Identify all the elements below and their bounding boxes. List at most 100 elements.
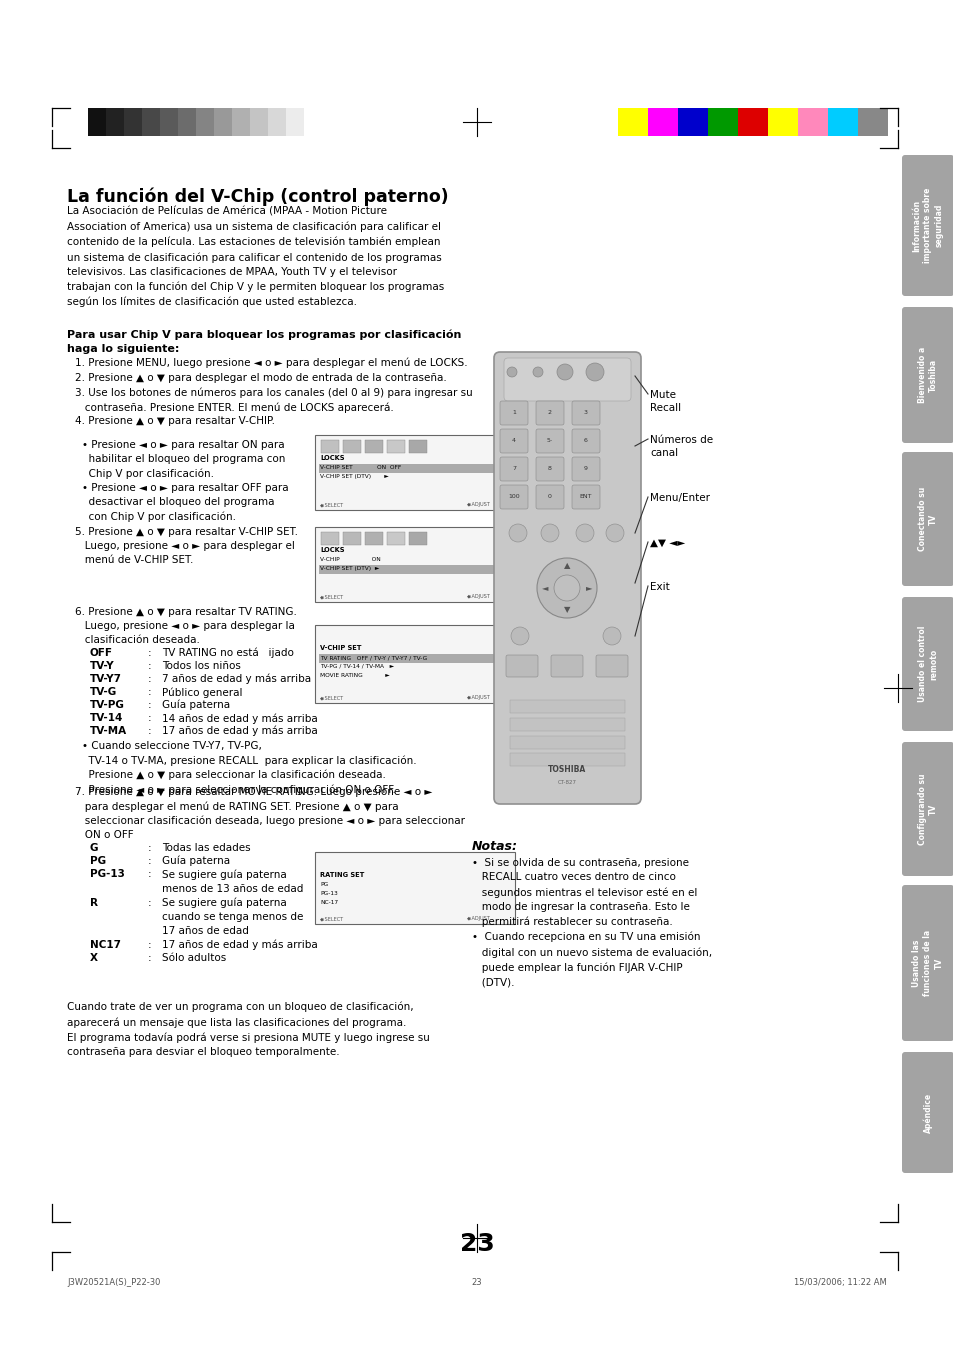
Text: ◆:SELECT: ◆:SELECT bbox=[319, 695, 344, 700]
Text: 1: 1 bbox=[512, 410, 516, 415]
Text: OFF: OFF bbox=[90, 648, 112, 658]
Text: 17 años de edad y más arriba: 17 años de edad y más arriba bbox=[162, 727, 317, 736]
FancyBboxPatch shape bbox=[505, 655, 537, 676]
Text: Información
importante sobre
seguridad: Información importante sobre seguridad bbox=[911, 188, 943, 264]
Text: La Asociación de Películas de América (MPAA - Motion Picture
Association of Amer: La Asociación de Películas de América (M… bbox=[67, 207, 444, 307]
FancyBboxPatch shape bbox=[551, 655, 582, 676]
Text: V-CHIP SET             ON  OFF: V-CHIP SET ON OFF bbox=[319, 465, 401, 469]
Text: 8: 8 bbox=[547, 467, 552, 471]
FancyBboxPatch shape bbox=[572, 457, 599, 482]
Text: Guía paterna: Guía paterna bbox=[162, 700, 230, 710]
Circle shape bbox=[511, 626, 529, 645]
Text: 3: 3 bbox=[583, 410, 587, 415]
Text: PG-13: PG-13 bbox=[90, 869, 125, 879]
Text: 9: 9 bbox=[583, 467, 587, 471]
Text: NC17: NC17 bbox=[90, 940, 121, 950]
FancyBboxPatch shape bbox=[536, 457, 563, 482]
Bar bbox=[365, 440, 382, 453]
Text: :: : bbox=[148, 648, 152, 658]
Text: V-CHIP SET (DTV)  ►: V-CHIP SET (DTV) ► bbox=[319, 566, 379, 571]
Circle shape bbox=[602, 626, 620, 645]
Text: 100: 100 bbox=[508, 494, 519, 499]
Bar bbox=[314, 528, 515, 602]
Bar bbox=[343, 532, 360, 545]
Bar bbox=[707, 108, 738, 137]
Bar bbox=[195, 108, 213, 137]
Text: Mute
Recall: Mute Recall bbox=[649, 390, 680, 413]
Text: PG-13: PG-13 bbox=[319, 892, 337, 896]
Text: TV-Y: TV-Y bbox=[90, 662, 114, 671]
Bar bbox=[268, 108, 286, 137]
Text: TOSHIBA: TOSHIBA bbox=[547, 766, 585, 774]
Bar bbox=[318, 464, 511, 474]
Bar bbox=[387, 532, 405, 545]
FancyBboxPatch shape bbox=[901, 885, 953, 1040]
Text: TV RATING   OFF / TV-Y / TV-Y7 / TV-G: TV RATING OFF / TV-Y / TV-Y7 / TV-G bbox=[319, 655, 427, 660]
Text: :: : bbox=[148, 869, 152, 879]
Text: R: R bbox=[90, 898, 98, 908]
Text: TV-PG: TV-PG bbox=[90, 700, 125, 710]
FancyBboxPatch shape bbox=[572, 484, 599, 509]
Text: Usando el control
remoto: Usando el control remoto bbox=[917, 626, 937, 702]
Text: Notas:: Notas: bbox=[472, 840, 517, 852]
Text: La función del V-Chip (control paterno): La función del V-Chip (control paterno) bbox=[67, 187, 448, 206]
Text: RATING SET: RATING SET bbox=[319, 871, 364, 878]
Circle shape bbox=[605, 524, 623, 543]
Text: ◆:SELECT: ◆:SELECT bbox=[319, 502, 344, 507]
Text: Usando las
funciones de la
TV: Usando las funciones de la TV bbox=[911, 930, 943, 996]
Text: 5-: 5- bbox=[546, 438, 553, 444]
Text: ENT: ENT bbox=[579, 494, 592, 499]
Text: :: : bbox=[148, 687, 152, 697]
Text: Configurando su
TV: Configurando su TV bbox=[917, 774, 937, 844]
FancyBboxPatch shape bbox=[499, 400, 527, 425]
FancyBboxPatch shape bbox=[596, 655, 627, 676]
FancyBboxPatch shape bbox=[499, 484, 527, 509]
Text: Bienvenido a
Toshiba: Bienvenido a Toshiba bbox=[917, 346, 937, 403]
Text: 4: 4 bbox=[512, 438, 516, 444]
Text: Menu/Enter: Menu/Enter bbox=[649, 492, 709, 503]
Text: 6. Presione ▲ o ▼ para resaltar TV RATING.
   Luego, presione ◄ o ► para despleg: 6. Presione ▲ o ▼ para resaltar TV RATIN… bbox=[75, 607, 296, 645]
Text: 5. Presione ▲ o ▼ para resaltar V-CHIP SET.
   Luego, presione ◄ o ► para desple: 5. Presione ▲ o ▼ para resaltar V-CHIP S… bbox=[75, 528, 297, 566]
FancyBboxPatch shape bbox=[536, 400, 563, 425]
Bar bbox=[304, 108, 322, 137]
FancyBboxPatch shape bbox=[494, 352, 640, 804]
Text: :: : bbox=[148, 674, 152, 685]
Text: ◆:ADJUST: ◆:ADJUST bbox=[467, 916, 491, 921]
Bar bbox=[250, 108, 268, 137]
Text: V-CHIP SET (DTV)       ►: V-CHIP SET (DTV) ► bbox=[319, 474, 388, 479]
Text: Exit: Exit bbox=[649, 582, 669, 593]
FancyBboxPatch shape bbox=[536, 429, 563, 453]
Bar bbox=[618, 108, 647, 137]
Text: Para usar Chip V para bloquear los programas por clasificación
haga lo siguiente: Para usar Chip V para bloquear los progr… bbox=[67, 330, 461, 354]
Circle shape bbox=[557, 364, 573, 380]
Text: ◆:ADJUST: ◆:ADJUST bbox=[467, 502, 491, 507]
Circle shape bbox=[585, 363, 603, 382]
Circle shape bbox=[540, 524, 558, 543]
Bar bbox=[320, 440, 338, 453]
Text: :: : bbox=[148, 940, 152, 950]
Circle shape bbox=[554, 575, 579, 601]
Text: LOCKS: LOCKS bbox=[319, 547, 344, 553]
Bar bbox=[124, 108, 142, 137]
Text: Se sugiere guía paterna
menos de 13 años de edad: Se sugiere guía paterna menos de 13 años… bbox=[162, 869, 303, 893]
Text: V-CHIP                 ON: V-CHIP ON bbox=[319, 557, 380, 561]
Text: PG: PG bbox=[90, 856, 106, 866]
FancyBboxPatch shape bbox=[901, 1053, 953, 1173]
Bar bbox=[142, 108, 160, 137]
Circle shape bbox=[533, 367, 542, 377]
FancyBboxPatch shape bbox=[901, 156, 953, 296]
Bar bbox=[318, 566, 511, 574]
Text: • Presione ◄ o ► para resaltar OFF para
  desactivar el bloqueo del programa
  c: • Presione ◄ o ► para resaltar OFF para … bbox=[82, 483, 289, 522]
Text: TV-MA: TV-MA bbox=[90, 727, 127, 736]
Text: 0: 0 bbox=[547, 494, 552, 499]
Text: :: : bbox=[148, 713, 152, 723]
Text: :: : bbox=[148, 662, 152, 671]
Text: 2. Presione ▲ o ▼ para desplegar el modo de entrada de la contraseña.: 2. Presione ▲ o ▼ para desplegar el modo… bbox=[75, 373, 446, 383]
FancyBboxPatch shape bbox=[536, 484, 563, 509]
Text: Guía paterna: Guía paterna bbox=[162, 856, 230, 866]
Text: Se sugiere guía paterna
cuando se tenga menos de
17 años de edad: Se sugiere guía paterna cuando se tenga … bbox=[162, 898, 303, 936]
Text: 15/03/2006; 11:22 AM: 15/03/2006; 11:22 AM bbox=[794, 1279, 886, 1287]
Bar bbox=[178, 108, 195, 137]
Text: TV RATING no está   ijado: TV RATING no está ijado bbox=[162, 648, 294, 659]
Text: ◆:SELECT: ◆:SELECT bbox=[319, 594, 344, 599]
